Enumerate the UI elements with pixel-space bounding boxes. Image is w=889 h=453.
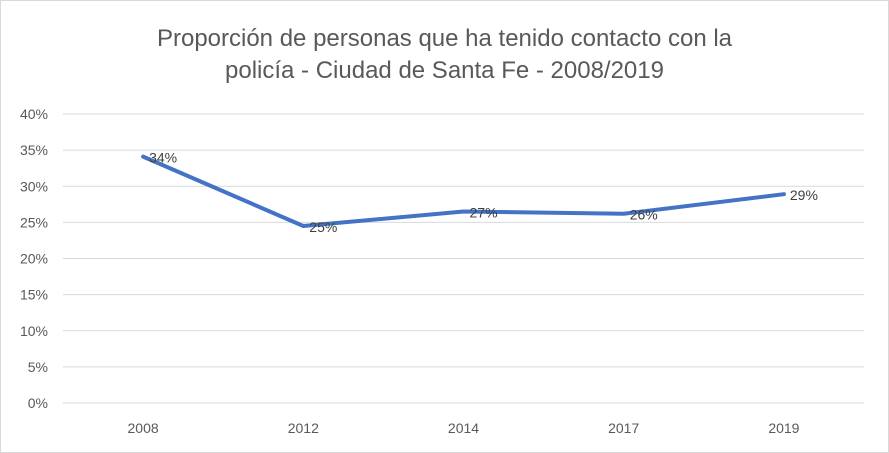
x-tick-label: 2008 — [128, 420, 159, 436]
x-tick-label: 2012 — [288, 420, 319, 436]
x-tick-label: 2017 — [608, 420, 639, 436]
series-layer — [141, 154, 786, 228]
data-label: 26% — [630, 207, 658, 223]
data-label: 34% — [149, 150, 177, 166]
y-tick-label: 15% — [20, 287, 48, 303]
data-label: 29% — [790, 187, 818, 203]
x-tick-label: 2014 — [448, 420, 479, 436]
y-tick-label: 35% — [20, 142, 48, 158]
chart-title: Proporción de personas que ha tenido con… — [1, 23, 888, 87]
y-tick-label: 30% — [20, 178, 48, 194]
data-label: 27% — [470, 205, 498, 221]
chart-title-line-1: Proporción de personas que ha tenido con… — [156, 25, 733, 52]
data-labels: 34% 25% 27% 26% 29% — [149, 150, 818, 235]
y-tick-label: 0% — [28, 395, 48, 411]
chart-title-line-2: policía - Ciudad de Santa Fe - 2008/2019 — [225, 57, 664, 84]
y-axis-tick-labels: 0% 5% 10% 15% 20% 25% 30% 35% 40% — [20, 106, 48, 411]
y-tick-label: 20% — [20, 251, 48, 267]
series-line — [141, 154, 786, 228]
data-label: 25% — [309, 219, 337, 235]
x-axis-tick-labels: 2008 2012 2014 2017 2019 — [128, 420, 800, 436]
gridlines — [63, 113, 864, 404]
y-tick-label: 25% — [20, 214, 48, 230]
y-tick-label: 40% — [20, 106, 48, 122]
y-tick-label: 10% — [20, 323, 48, 339]
y-tick-label: 5% — [28, 359, 48, 375]
x-tick-label: 2019 — [768, 420, 799, 436]
